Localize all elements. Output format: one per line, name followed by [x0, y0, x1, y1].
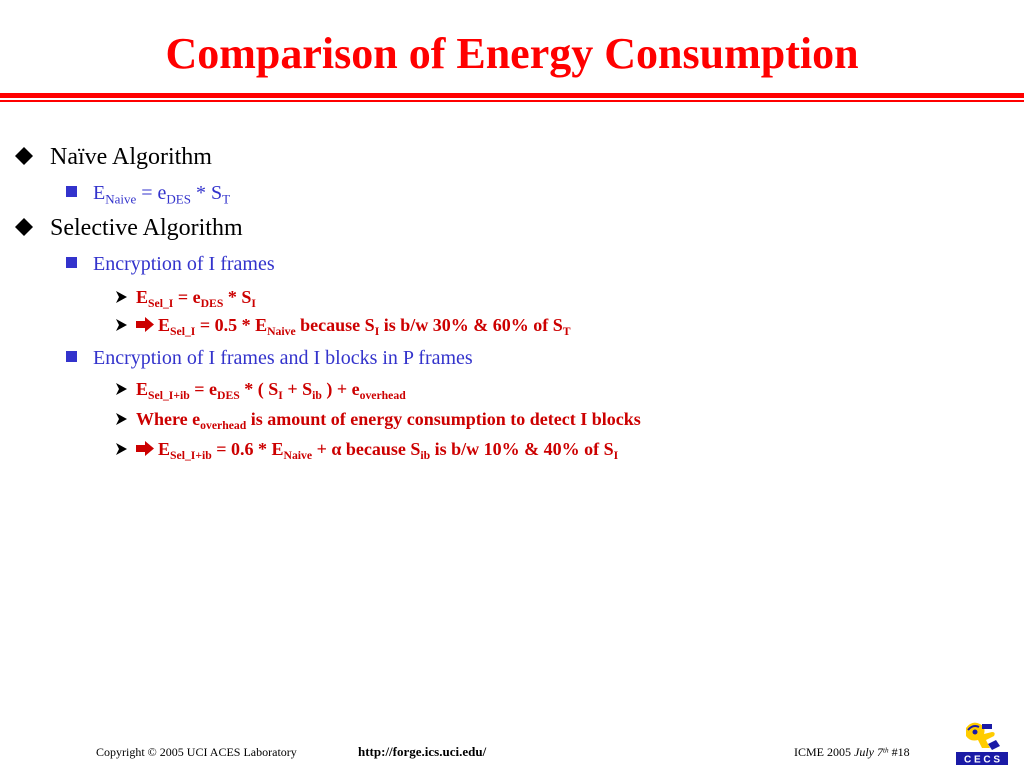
formula-subscript: Naive — [267, 325, 296, 339]
formula-subscript: overhead — [200, 419, 247, 433]
formula-naive-energy: ENaive = eDES * ST — [66, 180, 230, 206]
formula-subscript: Sel_I — [148, 297, 174, 311]
formula-subscript: Sel_I+ib — [148, 389, 190, 403]
definition-overhead: Where eoverhead is amount of energy cons… — [114, 407, 641, 431]
formula-part: because S — [295, 315, 375, 335]
arrowhead-bullet-icon — [116, 319, 127, 331]
footer-url-link[interactable]: http://forge.ics.uci.edu/ — [358, 744, 487, 759]
formula-sel-i-ib-result: ESel_I+ib = 0.6 * ENaive + α because Sib… — [114, 437, 618, 461]
bullet-text: Encryption of I frames — [93, 253, 275, 275]
formula-subscript: ib — [312, 389, 322, 403]
slide-number: #18 — [888, 745, 910, 759]
formula-part: E — [136, 287, 149, 307]
formula-part: is b/w 10% & 40% of S — [430, 439, 614, 459]
formula-subscript: DES — [166, 191, 191, 207]
formula-part: E — [158, 439, 171, 459]
bullet-text: Naïve Algorithm — [50, 144, 212, 170]
formula-subscript: Naive — [283, 449, 313, 463]
formula-part: is b/w 30% & 60% of S — [379, 315, 563, 335]
formula-part: is amount of energy consumption to detec… — [246, 409, 641, 429]
formula-subscript: T — [562, 325, 571, 339]
square-bullet-icon — [66, 351, 77, 362]
conference-name: ICME 2005 — [794, 745, 854, 759]
formula-subscript: Sel_I — [170, 325, 196, 339]
implies-arrow-icon — [136, 317, 154, 332]
implies-arrow-icon — [136, 441, 154, 456]
cecs-logo-icon: C E C S — [956, 722, 1008, 766]
formula-part: = 0.5 * E — [195, 315, 268, 335]
footer-copyright: Copyright © 2005 UCI ACES Laboratory — [96, 745, 297, 759]
bullet-naive-algorithm: Naïve Algorithm — [14, 142, 212, 172]
diamond-bullet-icon — [15, 218, 33, 236]
formula-subscript: I — [374, 325, 380, 339]
formula-subscript: I — [613, 449, 619, 463]
formula-sel-i-ib: ESel_I+ib = eDES * ( SI + Sib ) + eoverh… — [114, 377, 406, 401]
logo-text: C E C S — [964, 755, 1000, 766]
formula-part: = 0.6 * E — [211, 439, 284, 459]
bullet-text: Selective Algorithm — [50, 215, 243, 241]
formula-part: + S — [282, 379, 313, 399]
formula-sel-i-result: ESel_I = 0.5 * ENaive because SI is b/w … — [114, 313, 571, 337]
formula-subscript: ib — [420, 449, 431, 463]
title-underline-thin — [0, 100, 1024, 102]
footer-slide-info: ICME 2005 July 7th #18 — [794, 744, 910, 760]
formula-subscript: Sel_I+ib — [170, 449, 212, 463]
arrowhead-bullet-icon — [116, 383, 127, 395]
formula-subscript: I — [278, 389, 283, 403]
formula-part: + α because S — [312, 439, 421, 459]
arrowhead-bullet-icon — [116, 443, 127, 455]
slide-body: Naïve Algorithm ENaive = eDES * ST Selec… — [14, 142, 641, 461]
bullet-text: Encryption of I frames and I blocks in P… — [93, 347, 473, 369]
formula-part: E — [136, 379, 149, 399]
slide-title: Comparison of Energy Consumption — [165, 29, 859, 78]
diamond-bullet-icon — [15, 147, 33, 165]
arrowhead-bullet-icon — [116, 291, 127, 303]
presentation-date: July 7th — [854, 745, 889, 759]
formula-part: = e — [173, 287, 201, 307]
bullet-selective-algorithm: Selective Algorithm — [14, 213, 243, 243]
formula-part: = e — [136, 182, 167, 204]
formula-subscript: DES — [217, 389, 240, 403]
formula-part: * S — [190, 182, 223, 204]
formula-part: E — [158, 315, 171, 335]
formula-part: E — [93, 182, 106, 204]
formula-part: * S — [223, 287, 252, 307]
arrowhead-bullet-icon — [116, 413, 127, 425]
formula-subscript: overhead — [359, 389, 406, 403]
square-bullet-icon — [66, 257, 77, 268]
formula-part: = e — [189, 379, 217, 399]
formula-part: ) + e — [321, 379, 360, 399]
formula-part: Where e — [136, 409, 201, 429]
bullet-encryption-i-frames-blocks: Encryption of I frames and I blocks in P… — [66, 345, 473, 371]
bullet-encryption-i-frames: Encryption of I frames — [66, 251, 275, 277]
formula-subscript: DES — [200, 297, 224, 311]
formula-part: * ( S — [239, 379, 279, 399]
formula-subscript: Naive — [105, 191, 137, 207]
square-bullet-icon — [66, 186, 77, 197]
formula-subscript: I — [251, 297, 256, 311]
formula-subscript: T — [222, 191, 231, 207]
title-underline-thick — [0, 93, 1024, 98]
formula-sel-i: ESel_I = eDES * SI — [114, 285, 256, 309]
